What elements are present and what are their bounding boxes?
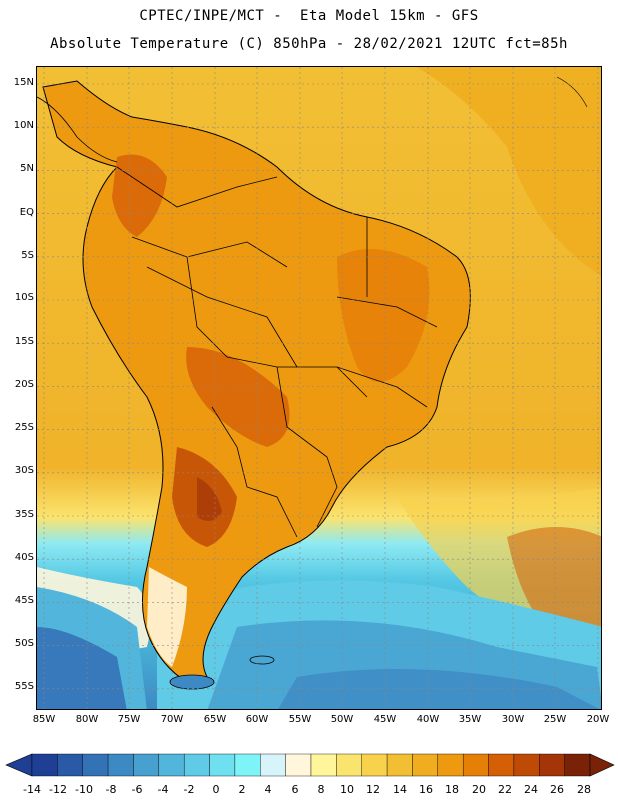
warm-core-southeast — [507, 527, 601, 650]
central-america-coast — [37, 96, 118, 163]
colorbar-tick-label: 26 — [550, 783, 564, 796]
colorbar-segment — [31, 753, 58, 777]
temperature-colorbar — [5, 753, 615, 777]
lon-tick-label: 35W — [458, 714, 482, 725]
lat-tick-label: 5N — [20, 163, 34, 174]
colorbar-tick-label: 24 — [524, 783, 538, 796]
country-borders — [116, 166, 438, 538]
lat-tick-label: 30S — [14, 465, 34, 476]
caribbean-islands — [556, 76, 588, 108]
colorbar-tick-label: 12 — [366, 783, 380, 796]
colorbar-tick-label: 14 — [393, 783, 407, 796]
colorbar-segment — [386, 753, 413, 777]
colorbar-arrow-low — [5, 753, 33, 777]
temperature-map — [36, 66, 602, 710]
colorbar-tick-label: 18 — [445, 783, 459, 796]
lat-tick-label: 10S — [14, 292, 34, 303]
colorbar-segment — [564, 753, 591, 777]
colorbar-tick-label: 2 — [238, 783, 246, 796]
colorbar-segment — [82, 753, 109, 777]
colorbar-tick-label: -14 — [23, 783, 41, 796]
lon-tick-label: 45W — [373, 714, 397, 725]
chart-title: CPTEC/INPE/MCT - Eta Model 15km - GFS — [139, 8, 479, 24]
graticule-grid — [37, 67, 601, 709]
lat-tick-label: 55S — [14, 681, 34, 692]
colorbar-segment — [361, 753, 388, 777]
lat-tick-label: 35S — [14, 509, 34, 520]
lat-tick-label: 20S — [14, 379, 34, 390]
colorbar-segment — [513, 753, 540, 777]
colorbar-tick-label: -2 — [183, 783, 195, 796]
lon-tick-label: 65W — [203, 714, 227, 725]
falkland-islands — [249, 655, 275, 665]
colorbar-segment — [488, 753, 515, 777]
colorbar-segment — [412, 753, 439, 777]
colorbar-segment — [158, 753, 185, 777]
lon-tick-label: 60W — [245, 714, 269, 725]
colorbar-tick-label: 16 — [419, 783, 433, 796]
colorbar-segment — [234, 753, 261, 777]
colorbar-tick-label: 8 — [317, 783, 325, 796]
lat-tick-label: 25S — [14, 422, 34, 433]
colorbar-tick-label: -10 — [75, 783, 93, 796]
colorbar-segment — [310, 753, 337, 777]
colorbar-segment — [539, 753, 565, 777]
tierra-del-fuego — [169, 674, 215, 690]
lat-tick-label: 15N — [13, 77, 34, 88]
lon-tick-label: 40W — [416, 714, 440, 725]
lon-tick-label: 55W — [288, 714, 312, 725]
lat-tick-label: 50S — [14, 638, 34, 649]
colorbar-tick-label: 0 — [212, 783, 220, 796]
lat-tick-label: EQ — [19, 207, 34, 218]
colorbar-segment — [57, 753, 83, 777]
chart-subtitle: Absolute Temperature (C) 850hPa - 28/02/… — [50, 36, 568, 52]
lat-tick-label: 45S — [14, 595, 34, 606]
colorbar-tick-label: 4 — [264, 783, 272, 796]
colorbar-segment — [462, 753, 489, 777]
lon-tick-label: 80W — [75, 714, 99, 725]
lon-tick-label: 30W — [501, 714, 525, 725]
colorbar-tick-label: 28 — [577, 783, 591, 796]
colorbar-segment — [183, 753, 210, 777]
colorbar-segment — [260, 753, 286, 777]
lat-tick-label: 5S — [21, 250, 34, 261]
lat-tick-label: 40S — [14, 552, 34, 563]
colorbar-tick-label: 22 — [498, 783, 512, 796]
hot-core-argentina-max — [197, 477, 222, 521]
colorbar-tick-label: 10 — [340, 783, 354, 796]
lat-tick-label: 15S — [14, 336, 34, 347]
lon-tick-label: 70W — [160, 714, 184, 725]
colorbar-tick-label: -6 — [131, 783, 143, 796]
colorbar-tick-label: -4 — [157, 783, 169, 796]
colorbar-tick-label: 6 — [291, 783, 299, 796]
lon-tick-label: 50W — [330, 714, 354, 725]
hot-core-colombia — [112, 154, 167, 237]
colorbar-segment — [285, 753, 312, 777]
colorbar-segment — [133, 753, 160, 777]
hot-core-chaco — [186, 347, 290, 447]
colorbar-tick-label: -8 — [105, 783, 117, 796]
hot-core-brazil — [337, 249, 430, 382]
patagonia-cool-strip — [147, 567, 187, 667]
lon-tick-label: 75W — [117, 714, 141, 725]
colorbar-segment — [336, 753, 362, 777]
colorbar-tick-label: -12 — [49, 783, 67, 796]
lon-tick-label: 20W — [586, 714, 610, 725]
map-canvas — [37, 67, 601, 709]
lon-tick-label: 85W — [32, 714, 56, 725]
colorbar-segment — [209, 753, 236, 777]
colorbar-arrow-high — [589, 753, 615, 777]
lat-tick-label: 10N — [13, 120, 34, 131]
colorbar-segment — [437, 753, 464, 777]
lon-tick-label: 25W — [543, 714, 567, 725]
colorbar-tick-label: 20 — [472, 783, 486, 796]
far-south-pacific — [37, 627, 127, 709]
colorbar-segment — [107, 753, 134, 777]
